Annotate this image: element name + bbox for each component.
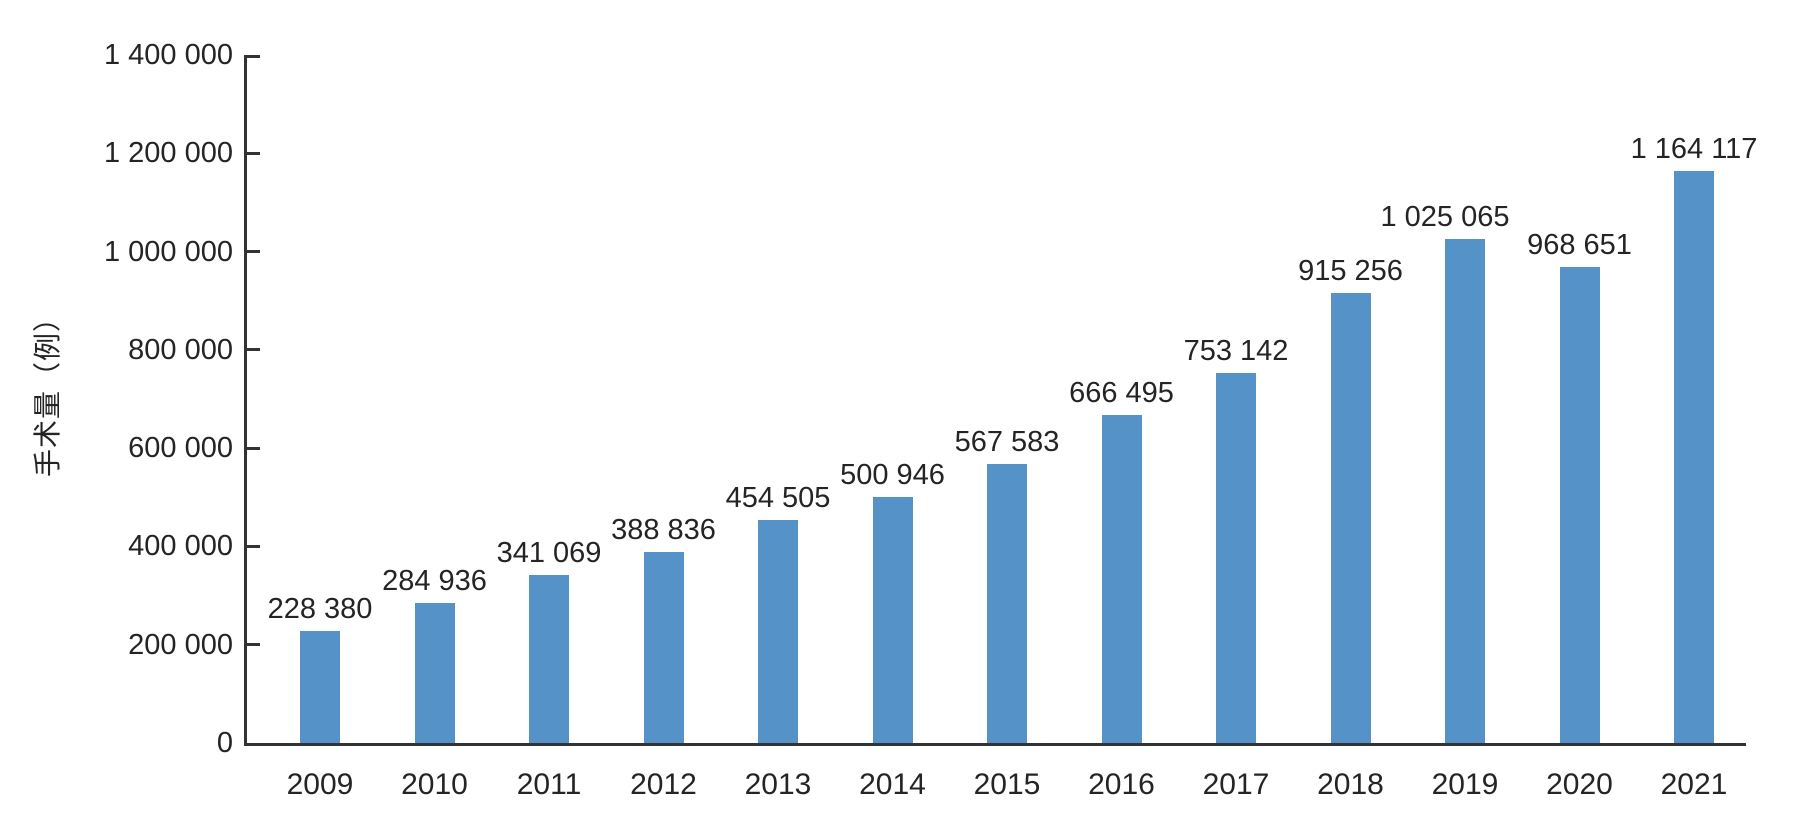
bar-value-2009: 228 380 [267, 592, 373, 625]
y-tick-mark-1000000 [247, 250, 260, 254]
y-tick-label-200000: 200 000 [128, 628, 233, 661]
bar-2015 [987, 464, 1027, 743]
bar-2020 [1559, 266, 1600, 743]
y-tick-label-0: 0 [216, 727, 233, 759]
y-tick-label-600000: 600 000 [128, 432, 233, 465]
bar-value-2016: 666 495 [1069, 377, 1174, 410]
y-tick-label-1400000: 1 400 000 [103, 39, 233, 71]
x-tick-label-2013: 2013 [744, 768, 812, 801]
x-tick-label-2014: 2014 [859, 768, 926, 801]
bar-value-2021: 1 164 117 [1630, 132, 1758, 165]
y-axis-line [244, 55, 247, 746]
y-axis-title: 手术量（例） [32, 303, 63, 478]
x-axis-line [244, 743, 1746, 746]
bar-value-2020: 968 651 [1527, 228, 1632, 261]
x-tick-label-2010: 2010 [401, 768, 468, 801]
bar-value-2018: 915 256 [1298, 255, 1403, 288]
y-tick-label-400000: 400 000 [128, 530, 233, 563]
y-tick-mark-200000 [247, 643, 260, 647]
bar-2021 [1674, 170, 1714, 743]
y-tick-mark-1400000 [247, 55, 260, 58]
y-tick-mark-600000 [247, 446, 260, 450]
y-tick-label-800000: 800 000 [128, 333, 233, 366]
x-tick-label-2011: 2011 [516, 768, 582, 801]
bar-2018 [1330, 293, 1371, 743]
bar-value-2014: 500 946 [840, 458, 945, 491]
x-tick-label-2020: 2020 [1546, 768, 1613, 801]
x-tick-label-2009: 2009 [286, 768, 354, 801]
bar-value-2019: 1 025 065 [1380, 201, 1510, 234]
bar-value-2013: 454 505 [725, 481, 831, 514]
bar-2017 [1216, 372, 1256, 743]
y-tick-mark-800000 [247, 348, 260, 352]
bar-value-2010: 284 936 [382, 564, 487, 597]
bar-2019 [1445, 239, 1485, 743]
bar-2010 [414, 602, 455, 743]
y-tick-mark-1200000 [247, 151, 260, 155]
bar-value-2011: 341 069 [496, 537, 602, 570]
bar-2012 [643, 551, 684, 743]
x-tick-label-2016: 2016 [1088, 768, 1155, 801]
y-tick-label-1200000: 1 200 000 [103, 137, 233, 170]
y-tick-label-1000000: 1 000 000 [103, 235, 233, 268]
x-tick-label-2017: 2017 [1202, 768, 1270, 801]
x-tick-label-2012: 2012 [630, 768, 697, 801]
x-tick-label-2021: 2021 [1660, 768, 1728, 801]
y-tick-mark-400000 [247, 544, 260, 548]
x-tick-label-2015: 2015 [973, 768, 1041, 801]
bar-value-2015: 567 583 [954, 426, 1060, 459]
x-tick-label-2019: 2019 [1431, 768, 1499, 801]
bar-value-2017: 753 142 [1183, 334, 1289, 367]
bar-2009 [300, 630, 340, 743]
x-tick-label-2018: 2018 [1317, 768, 1384, 801]
bar-2011 [529, 575, 569, 743]
bar-2014 [872, 496, 913, 743]
bar-2013 [758, 519, 798, 743]
bar-2016 [1101, 415, 1142, 743]
bar-value-2012: 388 836 [611, 513, 716, 546]
